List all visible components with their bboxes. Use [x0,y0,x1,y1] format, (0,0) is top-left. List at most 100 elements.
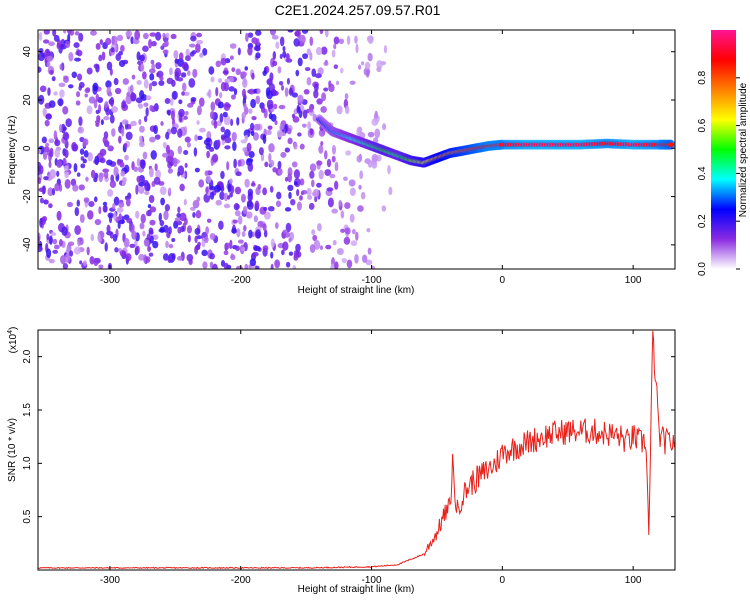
noise-cell [278,81,284,86]
noise-cell [229,178,233,184]
noise-cell [223,115,231,126]
noise-cell [196,196,201,202]
noise-cell [140,63,145,72]
noise-cell [223,102,231,111]
noise-cell [94,155,100,166]
noise-cell [107,189,114,197]
noise-cell [209,232,216,240]
noise-cell [160,197,165,206]
noise-cell [39,197,44,204]
noise-cell [71,141,77,152]
noise-cell [202,261,208,269]
noise-cell [250,98,257,109]
noise-cell [222,70,229,75]
noise-cell [346,259,353,269]
noise-cell [59,89,65,98]
noise-cell [114,87,122,95]
noise-cell [311,179,315,188]
noise-cell [59,64,63,70]
y-tick-label: -20 [22,189,33,204]
noise-cell [352,228,356,235]
noise-cell [184,162,188,168]
noise-cell [269,159,275,167]
noise-cell [296,188,300,197]
noise-cell [109,68,113,76]
colorbar-tick-label: 0.6 [697,118,708,132]
noise-cell [53,130,58,141]
noise-cell [149,219,156,226]
noise-cell [173,50,179,60]
noise-cell [284,176,289,182]
noise-cell [301,30,309,34]
noise-cell [49,69,54,75]
noise-cell [87,210,94,220]
noise-cell [138,118,142,126]
noise-cell [275,222,279,229]
noise-cell [194,235,198,244]
noise-cell [119,161,125,168]
noise-cell [110,47,115,53]
noise-cell [209,185,216,191]
noise-cell [140,159,146,169]
noise-cell [223,250,229,256]
noise-cell [159,76,164,81]
noise-cell [212,153,219,163]
noise-cell [244,134,249,141]
noise-cell [190,206,196,211]
noise-cell [221,139,225,146]
noise-cell [94,119,101,125]
noise-cell [295,243,301,252]
noise-cell [361,254,368,263]
noise-cell [325,244,332,250]
noise-cell [162,49,169,55]
noise-cell [220,134,226,141]
noise-cell [48,41,55,47]
noise-cell [355,43,359,54]
noise-cell [318,169,324,180]
noise-cell [313,239,321,250]
noise-cell [194,167,200,173]
noise-cell [79,213,85,223]
noise-cell [78,184,85,191]
noise-cell [64,171,70,179]
noise-cell [187,102,194,108]
noise-cell [249,258,257,267]
noise-cell [196,32,202,38]
noise-cell [277,160,282,170]
noise-cell [365,259,373,266]
noise-cell [237,47,241,56]
y-tick-label: 40 [22,46,33,58]
noise-cell [162,32,166,39]
noise-cell [143,32,149,40]
noise-cell [258,147,264,156]
noise-cell [198,179,205,188]
noise-cell [276,191,282,200]
noise-cell [279,53,283,59]
x-tick-label: -200 [231,275,251,286]
noise-cell [287,30,294,33]
noise-cell [177,145,183,155]
noise-cell [48,100,56,108]
noise-cell [151,81,158,87]
noise-cell [333,43,337,50]
noise-cell [131,74,136,80]
noise-cell [38,177,42,185]
noise-cell [148,82,153,92]
noise-cell [206,131,212,140]
noise-cell [319,30,324,35]
snr-multiplier: (x104) [7,327,19,354]
noise-cell [345,150,352,156]
noise-cell [318,129,326,137]
noise-cell [49,169,56,179]
noise-cell [357,205,364,212]
noise-cell [358,184,362,190]
noise-cell [312,188,320,198]
noise-cell [243,102,247,110]
noise-cell [144,190,150,196]
noise-cell [299,34,306,44]
noise-cell [98,172,104,183]
noise-cell [193,147,198,157]
noise-cell [230,254,236,261]
noise-cell [267,206,275,212]
noise-cell [248,151,255,159]
